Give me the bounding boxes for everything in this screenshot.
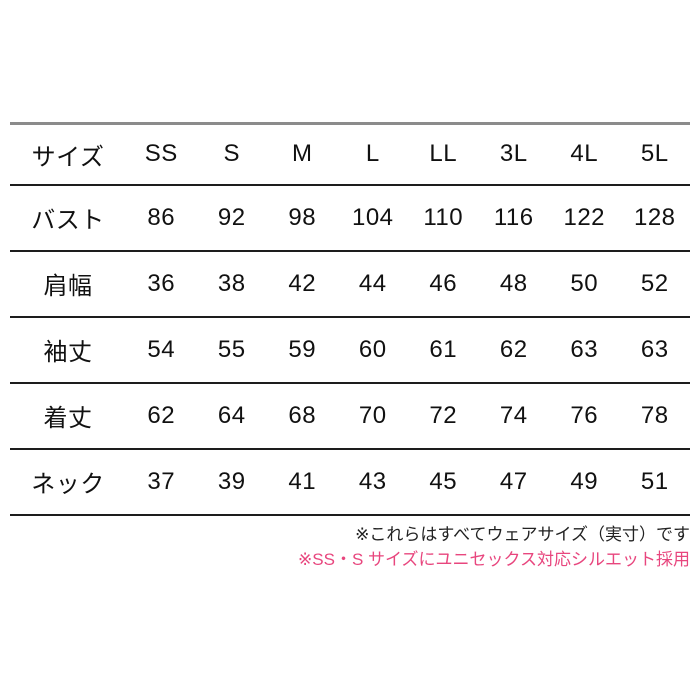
row-label-neck: ネック — [31, 471, 105, 498]
size-value-cell: 72 — [429, 401, 458, 429]
size-value-cell: 55 — [217, 335, 246, 363]
size-value-cell: 41 — [288, 467, 317, 495]
size-value-cell: 64 — [217, 401, 246, 429]
row-label-bust: バスト — [31, 207, 105, 234]
size-value-cell: 70 — [358, 401, 387, 429]
size-value-cell: 49 — [570, 467, 599, 495]
column-header-4l: 4L — [570, 140, 599, 168]
size-value-cell: 116 — [493, 203, 534, 231]
size-header-label: サイズ — [31, 143, 105, 171]
size-value-cell: 38 — [217, 269, 246, 297]
column-header-s: S — [223, 140, 240, 168]
size-value-cell: 98 — [288, 203, 317, 231]
size-value-cell: 68 — [288, 401, 317, 429]
size-value-cell: 62 — [499, 335, 528, 363]
size-value-cell: 50 — [570, 269, 599, 297]
size-value-cell: 92 — [217, 203, 246, 231]
column-header-ss: SS — [144, 140, 178, 168]
size-value-cell: 59 — [288, 335, 317, 363]
size-value-cell: 128 — [633, 203, 676, 231]
row-label-body-length: 着丈 — [43, 405, 93, 432]
size-value-cell: 42 — [288, 269, 317, 297]
size-value-cell: 86 — [147, 203, 176, 231]
size-value-cell: 110 — [423, 203, 464, 231]
table-row-sleeve-length: 袖丈 54 55 59 60 61 62 63 63 — [10, 317, 690, 383]
footnote-unisex-silhouette: ※SS・S サイズにユニセックス対応シルエット採用 — [298, 549, 690, 569]
size-value-cell: 44 — [358, 269, 387, 297]
column-header-3l: 3L — [499, 140, 528, 168]
size-value-cell: 74 — [499, 401, 528, 429]
column-header-l: L — [365, 140, 380, 168]
size-chart-table: サイズ SS S M L LL 3L 4L 5L バスト 86 92 98 — [10, 122, 690, 516]
size-value-cell: 104 — [351, 203, 394, 231]
table-row-bust: バスト 86 92 98 104 110 116 122 128 — [10, 185, 690, 251]
size-value-cell: 39 — [217, 467, 246, 495]
size-value-cell: 47 — [499, 467, 528, 495]
size-value-cell: 63 — [570, 335, 599, 363]
column-header-m: M — [292, 140, 313, 168]
size-value-cell: 36 — [147, 269, 176, 297]
size-value-cell: 61 — [429, 335, 458, 363]
size-value-cell: 45 — [429, 467, 458, 495]
size-value-cell: 63 — [640, 335, 669, 363]
size-value-cell: 76 — [570, 401, 599, 429]
size-value-cell: 37 — [147, 467, 176, 495]
size-value-cell: 46 — [429, 269, 458, 297]
footnotes: ※これらはすべてウェアサイズ（実寸）です ※SS・S サイズにユニセックス対応シ… — [10, 522, 690, 572]
row-label-sleeve-length: 袖丈 — [43, 339, 93, 366]
column-header-5l: 5L — [640, 140, 669, 168]
header-row: サイズ SS S M L LL 3L 4L 5L — [10, 124, 690, 185]
column-header-ll: LL — [429, 140, 458, 168]
size-value-cell: 43 — [358, 467, 387, 495]
table-row-shoulder-width: 肩幅 36 38 42 44 46 48 50 52 — [10, 251, 690, 317]
size-value-cell: 62 — [147, 401, 176, 429]
footnote-wear-size: ※これらはすべてウェアサイズ（実寸）です — [355, 524, 690, 544]
size-value-cell: 78 — [640, 401, 669, 429]
table-row-neck: ネック 37 39 41 43 45 47 49 51 — [10, 449, 690, 515]
size-value-cell: 52 — [640, 269, 669, 297]
size-value-cell: 122 — [563, 203, 606, 231]
table-row-body-length: 着丈 62 64 68 70 72 74 76 78 — [10, 383, 690, 449]
size-chart-area: サイズ SS S M L LL 3L 4L 5L バスト 86 92 98 — [10, 122, 690, 572]
row-label-shoulder-width: 肩幅 — [43, 273, 93, 300]
size-value-cell: 54 — [147, 335, 176, 363]
size-value-cell: 60 — [358, 335, 387, 363]
size-value-cell: 48 — [499, 269, 528, 297]
size-value-cell: 51 — [640, 467, 669, 495]
